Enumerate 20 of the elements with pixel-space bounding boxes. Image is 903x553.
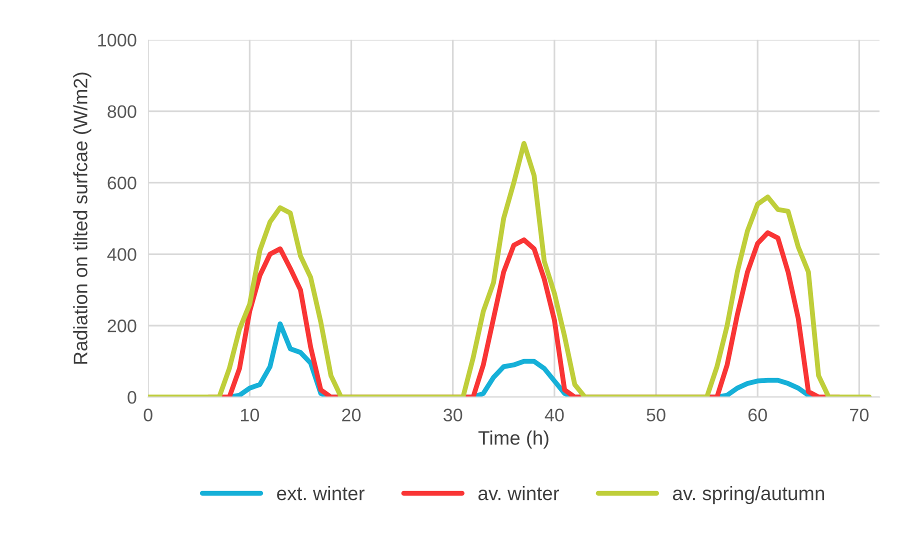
legend-label: ext. winter — [277, 486, 365, 500]
legend-label: av. winter — [478, 486, 560, 500]
y-tick-label: 800 — [108, 105, 136, 118]
x-tick-label: 60 — [748, 408, 767, 422]
x-axis-title: Time (h) — [478, 430, 548, 449]
line-series — [148, 140, 872, 398]
x-tick-label: 50 — [646, 408, 666, 422]
y-tick-label: 400 — [107, 248, 136, 261]
y-tick-label: 600 — [108, 176, 136, 190]
x-tick-label: 40 — [544, 408, 564, 422]
y-tick-label: 0 — [128, 390, 136, 404]
x-tick-label: 0 — [144, 408, 152, 422]
x-tick-label: 20 — [342, 408, 361, 422]
x-tick-label: 10 — [241, 408, 260, 422]
y-tick-label: 1000 — [98, 34, 136, 47]
legend-label: av. spring/autumn — [672, 486, 824, 504]
y-axis-title: Radiation on tilted surfcae (W/m2) — [73, 72, 92, 364]
x-tick-label: 70 — [850, 408, 869, 422]
x-tick-label: 30 — [444, 408, 462, 422]
y-tick-label: 200 — [108, 320, 136, 332]
